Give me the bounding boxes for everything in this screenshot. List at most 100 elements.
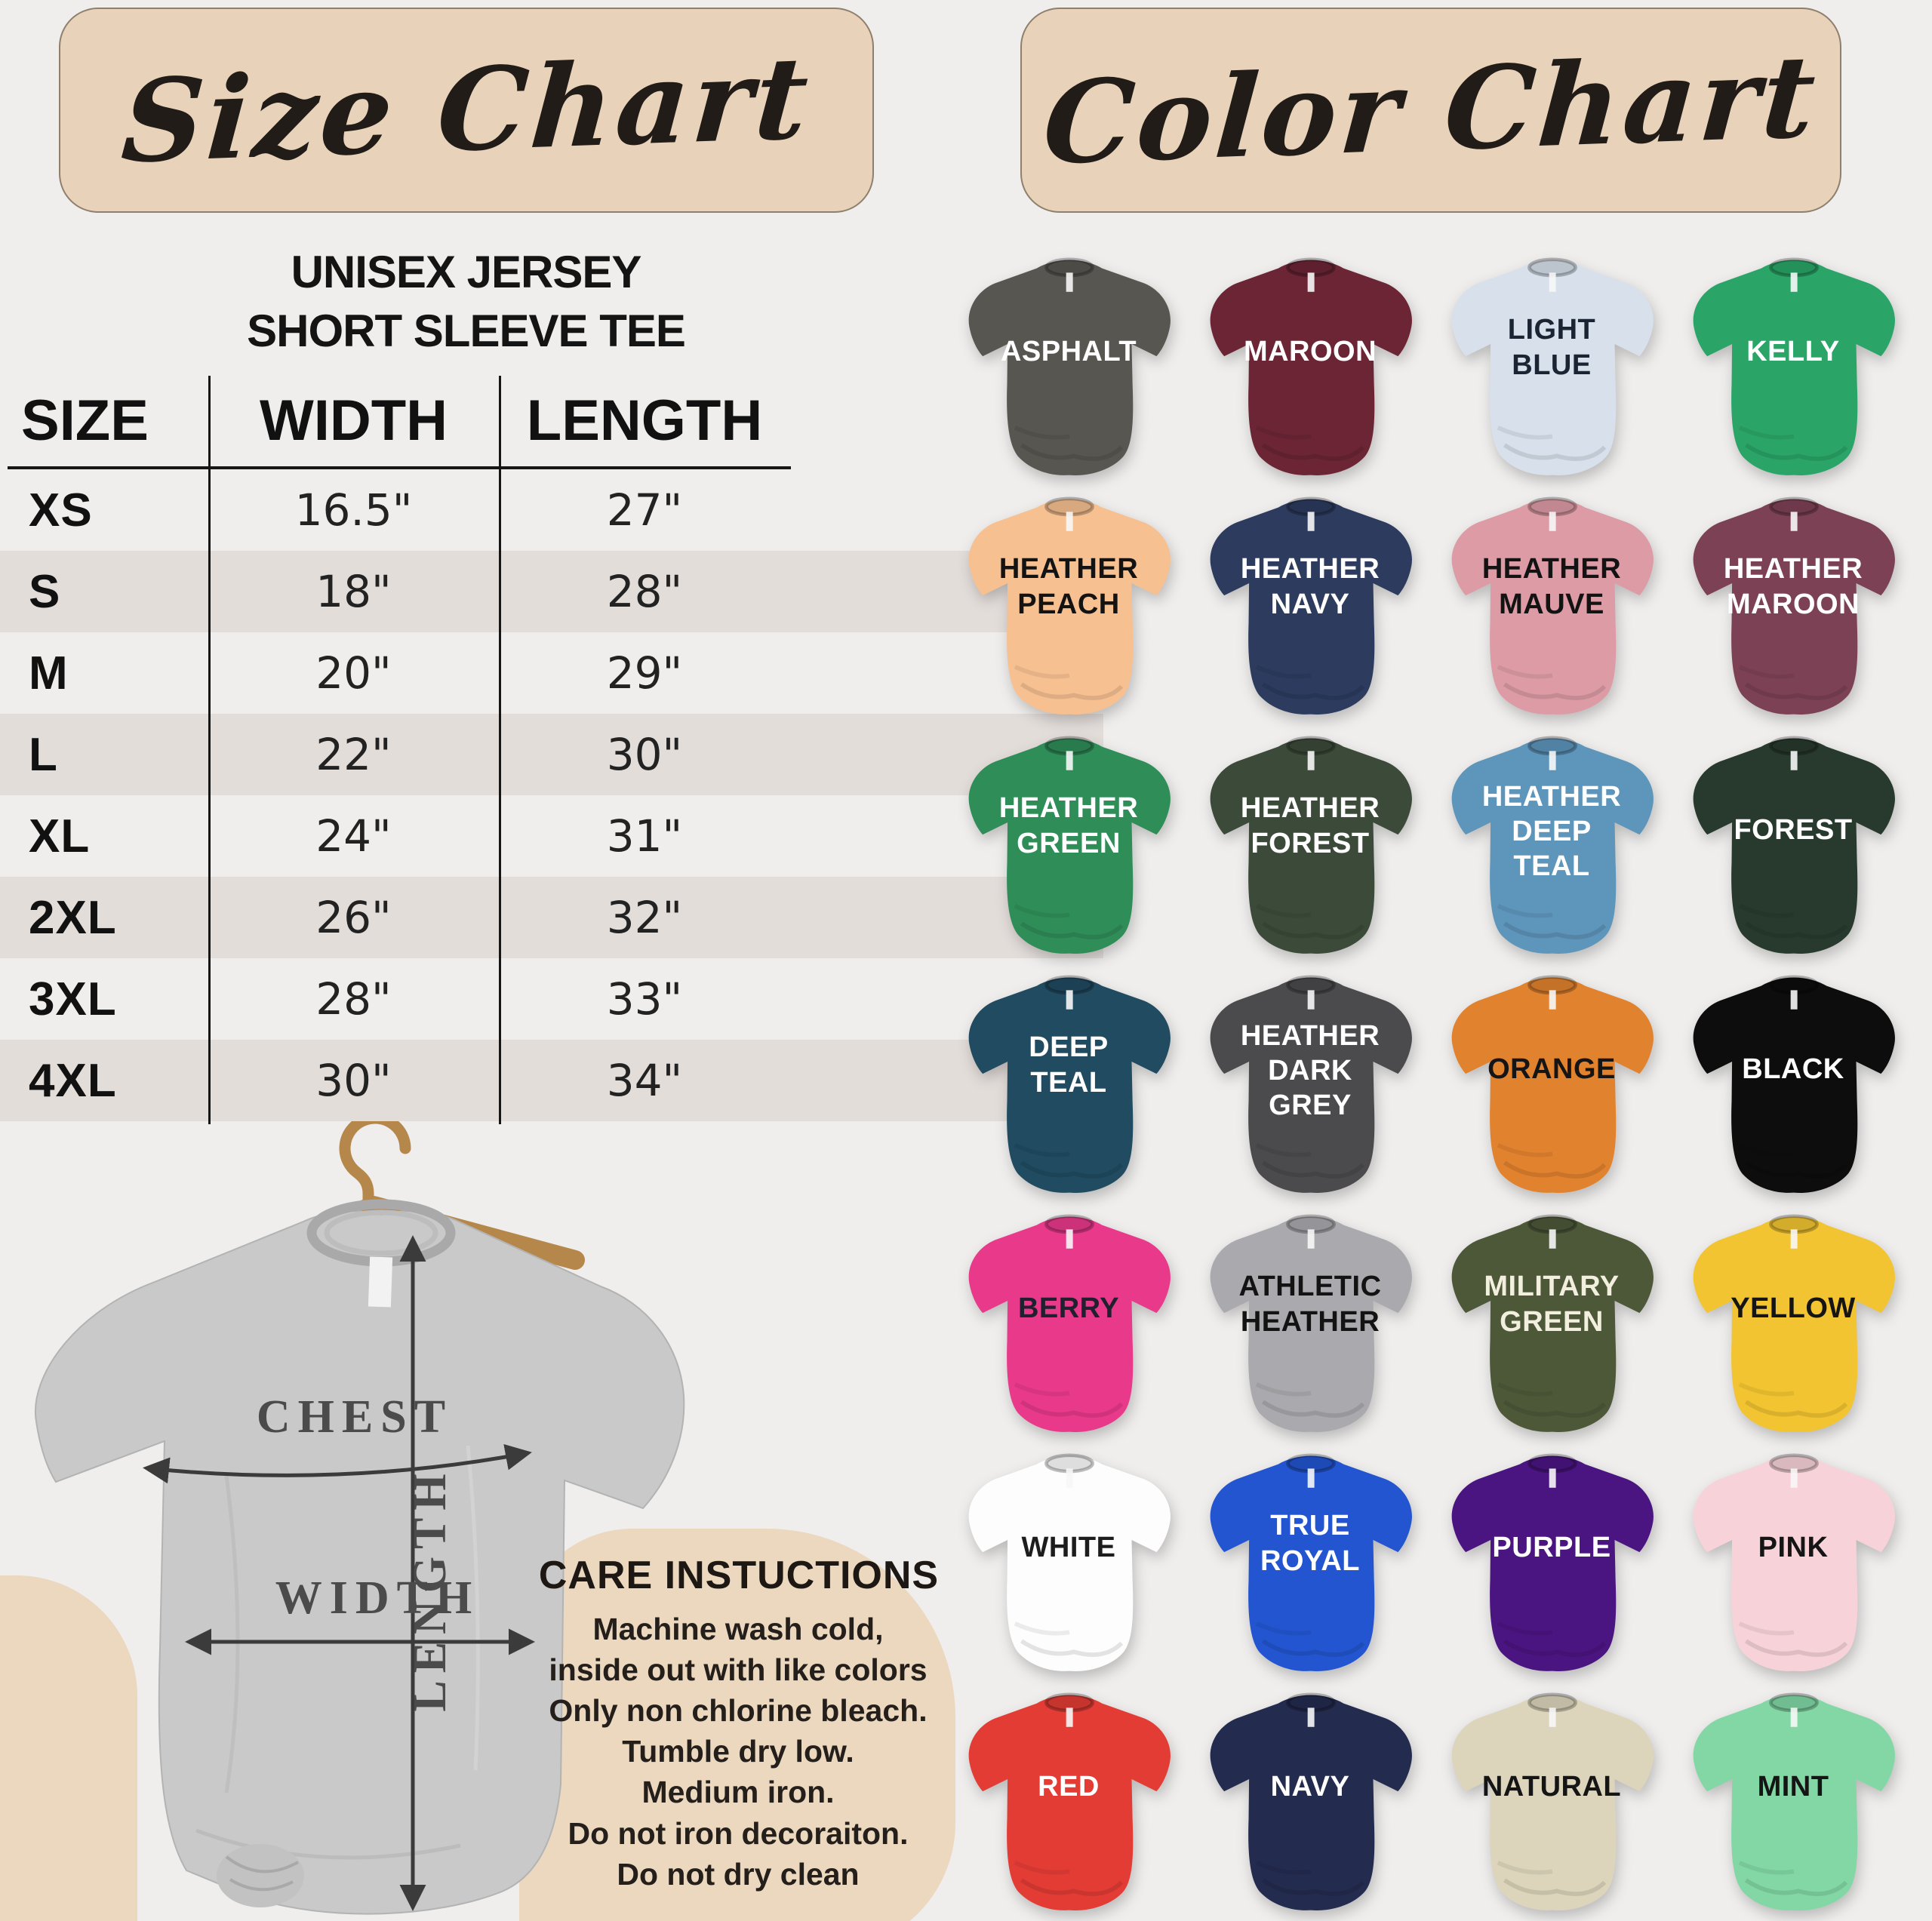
color-swatch-label: YELLOW (1730, 1292, 1856, 1324)
tshirt-icon (1197, 1689, 1425, 1915)
color-swatch-label: RED (1038, 1770, 1100, 1803)
color-swatch-label: LIGHT BLUE (1507, 314, 1596, 381)
care-instruction-line: Medium iron. (641, 1775, 835, 1810)
tshirt-icon (1197, 493, 1425, 719)
size-cell-2XL: 2XL (29, 891, 117, 944)
table-column-line (208, 376, 211, 1124)
width-cell-M: 20" (315, 647, 392, 699)
color-swatch-heather-navy: HEATHER NAVY (1189, 490, 1431, 729)
color-swatch-true-royal: TRUE ROYAL (1189, 1446, 1431, 1686)
tshirt-icon (1680, 493, 1908, 719)
color-swatch-label: ASPHALT (1000, 335, 1137, 367)
tshirt-icon (1680, 1210, 1908, 1437)
size-cell-4XL: 4XL (29, 1054, 117, 1107)
length-cell-4XL: 34" (606, 1055, 683, 1106)
width-cell-XL: 24" (315, 810, 392, 862)
length-cell-XS: 27" (606, 484, 683, 536)
care-instructions-text: Machine wash cold, inside out with like c… (507, 1609, 969, 1895)
size-cell-S: S (29, 565, 61, 618)
color-swatch-label: BERRY (1017, 1292, 1120, 1324)
color-swatch-label: HEATHER MAUVE (1481, 553, 1622, 620)
color-swatch-label: HEATHER DEEP TEAL (1481, 780, 1622, 883)
tshirt-icon (1680, 1689, 1908, 1915)
tshirt-icon (1197, 254, 1425, 480)
chest-arrow (143, 1443, 532, 1484)
length-cell-L: 30" (606, 729, 683, 780)
tshirt-icon (1197, 1210, 1425, 1437)
width-label: WIDTH (275, 1572, 479, 1624)
care-instruction-line: Do not iron decoraiton. (568, 1815, 909, 1851)
tshirt-icon (1438, 732, 1666, 958)
length-cell-2XL: 32" (606, 892, 683, 943)
color-swatch-purple: PURPLE (1431, 1446, 1672, 1686)
width-cell-4XL: 30" (315, 1055, 392, 1106)
color-swatch-athletic-heather: ATHLETIC HEATHER (1189, 1207, 1431, 1446)
color-swatch-black: BLACK (1672, 968, 1914, 1207)
table-column-line (499, 376, 501, 1124)
size-cell-XL: XL (29, 810, 91, 862)
color-swatch-label: WHITE (1021, 1531, 1116, 1563)
size-chart-title-card: Size Chart (59, 8, 874, 213)
color-swatch-red: RED (948, 1686, 1189, 1921)
color-swatch-asphalt: ASPHALT (948, 250, 1189, 490)
color-swatch-natural: NATURAL (1431, 1686, 1672, 1921)
color-swatch-label: NATURAL (1481, 1770, 1622, 1803)
tshirt-icon (1197, 1449, 1425, 1676)
color-swatch-label: HEATHER NAVY (1240, 553, 1380, 620)
product-name-line1: UNISEX JERSEY (291, 247, 642, 297)
color-swatch-heather-maroon: HEATHER MAROON (1672, 490, 1914, 729)
tshirt-icon (1680, 971, 1908, 1197)
color-swatch-forest: FOREST (1672, 729, 1914, 968)
tshirt-icon (955, 254, 1183, 480)
column-header-width: WIDTH (259, 388, 448, 453)
color-swatch-label: TRUE ROYAL (1260, 1510, 1360, 1577)
color-swatch-light-blue: LIGHT BLUE (1431, 250, 1672, 490)
tshirt-icon (1197, 732, 1425, 958)
width-cell-L: 22" (315, 729, 392, 780)
color-swatch-heather-dark-grey: HEATHER DARK GREY (1189, 968, 1431, 1207)
tshirt-icon (1438, 1689, 1666, 1915)
column-header-length: LENGTH (526, 388, 763, 453)
color-swatch-label: ORANGE (1487, 1053, 1616, 1085)
color-swatch-kelly: KELLY (1672, 250, 1914, 490)
width-cell-2XL: 26" (315, 892, 392, 943)
tshirt-icon (1438, 254, 1666, 480)
color-swatch-label: ATHLETIC HEATHER (1238, 1271, 1382, 1338)
color-swatch-heather-deep-teal: HEATHER DEEP TEAL (1431, 729, 1672, 968)
color-swatch-label: MINT (1757, 1770, 1829, 1803)
color-swatch-label: HEATHER FOREST (1240, 792, 1380, 859)
color-swatch-navy: NAVY (1189, 1686, 1431, 1921)
color-swatch-label: FOREST (1734, 813, 1853, 846)
care-instruction-line: Tumble dry low. (622, 1734, 854, 1769)
size-cell-L: L (29, 728, 58, 781)
product-name-line2: SHORT SLEEVE TEE (247, 306, 686, 356)
table-header-line (8, 466, 791, 469)
care-instruction-line: Do not dry clean (617, 1856, 860, 1892)
color-swatch-heather-mauve: HEATHER MAUVE (1431, 490, 1672, 729)
color-swatch-military-green: MILITARY GREEN (1431, 1207, 1672, 1446)
color-swatch-white: WHITE (948, 1446, 1189, 1686)
length-cell-S: 28" (606, 566, 683, 617)
size-chart-title: Size Chart (118, 31, 815, 189)
care-instruction-line: inside out with like colors (549, 1652, 928, 1688)
width-cell-XS: 16.5" (294, 484, 413, 536)
color-chart-title-card: Color Chart (1020, 8, 1841, 213)
tshirt-icon (1438, 1449, 1666, 1676)
width-cell-S: 18" (315, 566, 392, 617)
color-swatch-label: NAVY (1270, 1770, 1350, 1803)
table-stripe (0, 877, 1103, 958)
size-cell-M: M (29, 647, 69, 699)
color-swatch-label: PURPLE (1492, 1531, 1611, 1563)
color-chart-title: Color Chart (1039, 29, 1823, 191)
color-swatch-berry: BERRY (948, 1207, 1189, 1446)
care-instructions-heading: CARE INSTUCTIONS (538, 1554, 940, 1597)
color-swatch-label: MILITARY GREEN (1484, 1271, 1620, 1338)
tshirt-icon (1680, 1449, 1908, 1676)
tshirt-icon (955, 1449, 1183, 1676)
color-swatch-label: PINK (1758, 1531, 1829, 1563)
length-cell-M: 29" (606, 647, 683, 699)
color-swatch-heather-forest: HEATHER FOREST (1189, 729, 1431, 968)
color-swatch-label: HEATHER MAROON (1723, 553, 1863, 620)
table-stripe (0, 1040, 1103, 1121)
column-header-size: SIZE (21, 388, 149, 453)
